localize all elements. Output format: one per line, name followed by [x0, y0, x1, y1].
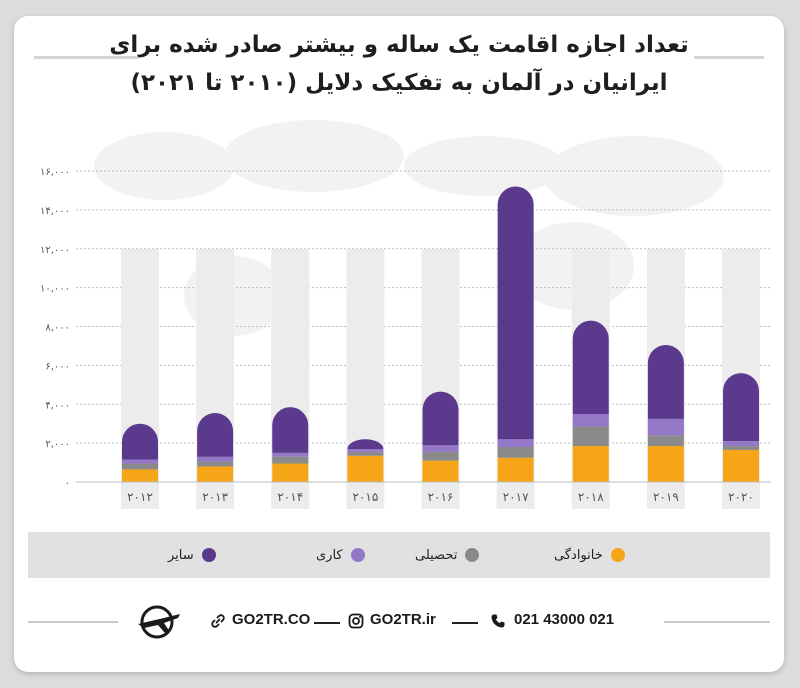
instagram-icon — [348, 613, 364, 629]
legend-family: خانوادگی — [554, 544, 625, 566]
bar-segment-work — [347, 448, 384, 452]
infographic-card: تعداد اجازه اقامت یک ساله و بیشتر صادر ش… — [14, 16, 784, 672]
bar-segment-family — [572, 446, 609, 482]
map-background-shape — [404, 136, 564, 196]
phone-icon — [491, 614, 505, 628]
y-tick-label: ۰ — [65, 478, 70, 489]
y-tick-label: ۱۶,۰۰۰ — [40, 167, 70, 178]
title-line-1: تعداد اجازه اقامت یک ساله و بیشتر صادر ش… — [109, 32, 689, 58]
x-tick-label: ۲۰۱۹ — [653, 490, 679, 504]
title-rule-right — [694, 56, 764, 59]
bar-segment-other — [122, 423, 158, 460]
y-tick-label: ۱۴,۰۰۰ — [40, 206, 70, 217]
bar-segment-study — [572, 426, 609, 447]
legend-label-work: کاری — [316, 547, 343, 563]
bar-segment-study — [422, 451, 459, 461]
x-tick-label: ۲۰۱۳ — [202, 490, 228, 504]
footer: GO2TR.CO GO2TR.ir 021 43000 021 — [14, 604, 784, 640]
legend-label-family: خانوادگی — [554, 547, 603, 563]
bar-segment-other — [723, 373, 759, 442]
legend-swatch-family — [610, 548, 625, 562]
footer-rule-left — [28, 621, 118, 623]
bar-segment-study — [347, 451, 384, 456]
bar-segment-other — [347, 439, 384, 449]
website-link[interactable]: GO2TR.CO — [232, 611, 311, 628]
map-background-shape — [94, 132, 234, 200]
bar-segment-other — [197, 412, 234, 457]
bar-segment-family — [197, 466, 234, 482]
title-rule-left — [34, 56, 138, 59]
y-tick-label: ۸,۰۰۰ — [45, 323, 70, 334]
legend-other: سایر — [168, 544, 216, 566]
map-background-shape — [544, 136, 724, 216]
legend-study: تحصیلی — [415, 544, 480, 566]
bar-segment-family — [122, 469, 158, 482]
y-tick-label: ۴,۰۰۰ — [45, 400, 70, 411]
bar-segment-study — [723, 446, 759, 450]
bar-segment-work — [572, 413, 609, 427]
bar-segment-study — [647, 435, 684, 447]
bar-segment-work — [197, 456, 234, 462]
x-tick-label: ۲۰۱۴ — [277, 490, 303, 504]
x-tick-label: ۲۰۱۷ — [503, 490, 529, 504]
y-tick-label: ۲,۰۰۰ — [45, 439, 70, 450]
chart-title: تعداد اجازه اقامت یک ساله و بیشتر صادر ش… — [14, 26, 784, 136]
bar-segment-study — [122, 463, 158, 470]
y-tick-label: ۶,۰۰۰ — [45, 361, 70, 372]
bar-segment-study — [272, 456, 309, 464]
footer-rule-right — [664, 621, 770, 623]
bar-segment-work — [723, 441, 759, 447]
bar-segment-other — [647, 344, 684, 419]
x-tick-label: ۲۰۲۰ — [728, 490, 754, 504]
bar-segment-family — [647, 446, 684, 482]
bar-segment-work — [497, 439, 534, 448]
legend-label-study: تحصیلی — [415, 547, 458, 563]
bar-segment-work — [272, 452, 309, 457]
bar-segment-other — [422, 391, 459, 446]
x-tick-label: ۲۰۱۸ — [578, 490, 604, 504]
bar-segment-study — [497, 447, 534, 458]
legend-swatch-study — [465, 548, 480, 562]
go2tr-logo-icon — [138, 605, 180, 639]
bar-segment-work — [422, 445, 459, 452]
y-tick-label: ۱۲,۰۰۰ — [40, 245, 70, 256]
legend-label-other: سایر — [168, 547, 194, 563]
bar-segment-family — [272, 463, 309, 482]
x-tick-label: ۲۰۱۵ — [352, 490, 378, 504]
x-tick-label: ۲۰۱۲ — [127, 490, 153, 504]
bar-segment-work — [122, 459, 158, 464]
x-tick-label: ۲۰۱۶ — [428, 490, 454, 504]
legend: خانوادگی تحصیلی کاری سایر — [28, 532, 770, 578]
bar-segment-family — [347, 455, 384, 482]
bar-segment-other — [497, 186, 534, 440]
bar-segment-family — [422, 460, 459, 482]
bar-segment-other — [572, 320, 609, 414]
map-background-shape — [224, 120, 404, 192]
title-line-2: ایرانیان در آلمان به تفکیک دلایل (۲۰۱۰ ت… — [130, 70, 668, 96]
bar-segment-family — [497, 457, 534, 482]
footer-separator — [452, 622, 478, 624]
link-icon — [211, 614, 225, 628]
legend-swatch-work — [350, 548, 365, 562]
bar-segment-study — [197, 461, 234, 467]
legend-swatch-other — [201, 548, 216, 562]
phone-number[interactable]: 021 43000 021 — [514, 611, 615, 628]
bar-segment-other — [272, 407, 309, 453]
legend-work: کاری — [316, 544, 365, 566]
y-tick-label: ۱۰,۰۰۰ — [40, 284, 70, 295]
bar-segment-work — [647, 418, 684, 436]
bar-segment-family — [723, 449, 759, 482]
footer-separator — [314, 622, 340, 624]
stacked-bar-chart: ۰ ۲,۰۰۰ ۴,۰۰۰ ۶,۰۰۰ ۸,۰۰۰ ۱۰,۰۰۰ ۱۲,۰۰۰ ۱۴,۰۰۰ ۱… — [40, 120, 771, 509]
instagram-handle[interactable]: GO2TR.ir — [370, 611, 436, 628]
